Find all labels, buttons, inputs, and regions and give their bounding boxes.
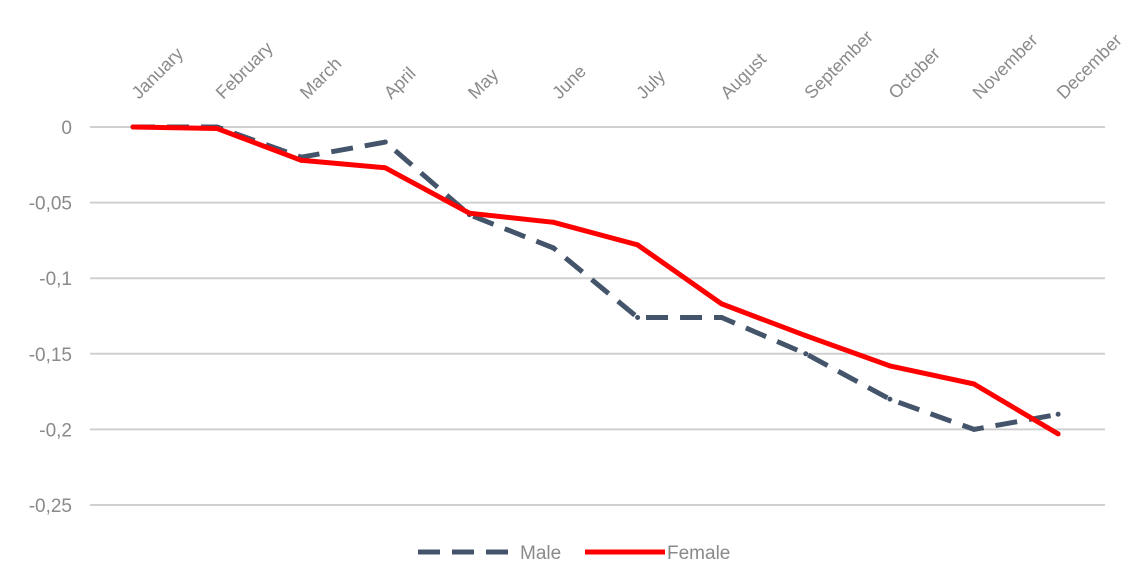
x-tick-label: July (632, 66, 669, 103)
y-tick-label: -0,05 (29, 194, 72, 215)
x-tick-label: April (380, 63, 420, 103)
x-tick-label: September (800, 26, 876, 102)
data-point-female (887, 363, 893, 369)
y-tick-label: -0,1 (39, 269, 72, 290)
x-tick-label: December (1053, 30, 1126, 103)
y-axis-tick-labels: 0 -0,05 -0,1 -0,15 -0,2 -0,25 (29, 118, 72, 517)
data-point-female (1055, 431, 1061, 437)
data-point-female (803, 333, 809, 339)
data-point-female (635, 242, 641, 248)
data-point-female (382, 165, 388, 171)
x-tick-label: November (969, 30, 1042, 103)
data-point-male (971, 426, 977, 432)
legend-label-female: Female (667, 543, 730, 564)
legend: Male Female (418, 543, 730, 564)
x-axis-tick-labels: January February March April May June July Augu… (128, 26, 1126, 102)
x-tick-label: January (128, 43, 187, 102)
data-point-female (214, 126, 220, 132)
data-point-female (971, 381, 977, 387)
x-tick-label: March (296, 53, 346, 103)
y-tick-label: -0,2 (39, 420, 72, 441)
data-point-male (1055, 411, 1061, 417)
x-tick-label: June (548, 61, 590, 103)
data-point-male (551, 245, 556, 251)
data-point-male (719, 315, 725, 321)
data-point-male (635, 315, 641, 321)
series-line-male (133, 124, 1059, 432)
series-line-female (132, 124, 1060, 437)
data-point-male (803, 351, 809, 357)
data-point-female (298, 157, 304, 163)
series-lines (130, 124, 1061, 437)
data-point-female (466, 210, 472, 216)
data-point-female (130, 124, 136, 130)
y-tick-label: 0 (61, 118, 72, 139)
y-tick-label: -0,15 (29, 345, 72, 366)
data-point-male (382, 139, 388, 145)
x-tick-label: August (716, 49, 770, 103)
data-point-female (719, 301, 725, 307)
legend-label-male: Male (520, 543, 561, 564)
x-tick-label: February (212, 38, 277, 103)
x-tick-label: October (885, 43, 944, 102)
gridlines (90, 126, 1105, 506)
data-point-female (551, 219, 556, 225)
data-point-male (887, 396, 893, 402)
y-tick-label: -0,25 (29, 496, 72, 517)
x-tick-label: May (464, 65, 502, 103)
